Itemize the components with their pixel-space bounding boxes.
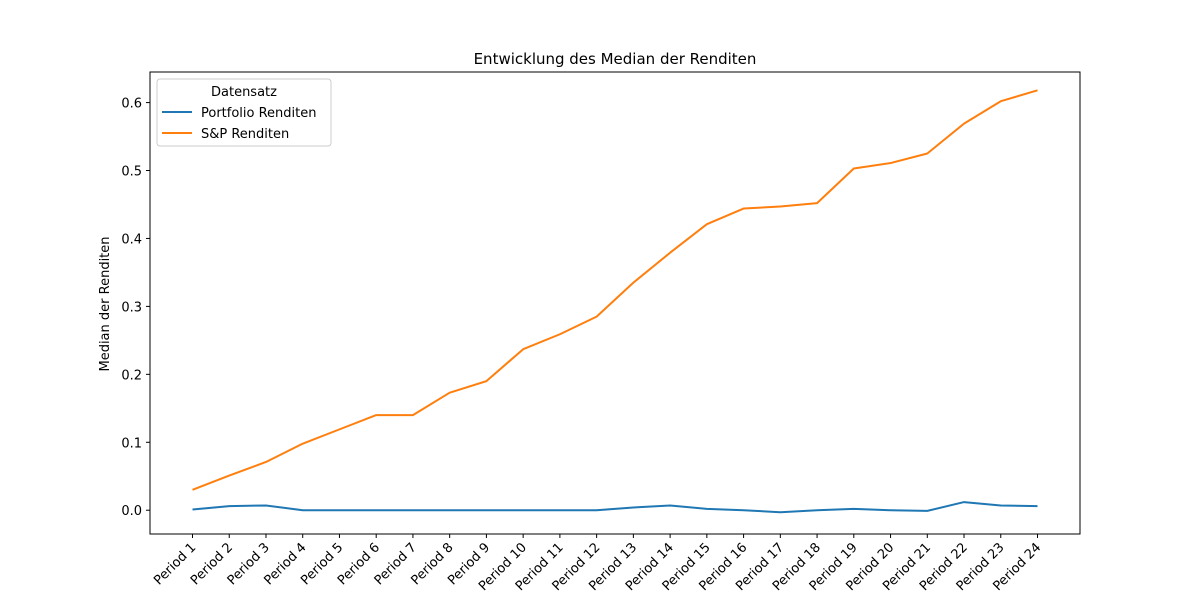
series-line-1 [192, 501, 1038, 514]
y-tick-label: 0.3 [121, 300, 142, 315]
y-tick-label: 0.5 [121, 165, 142, 180]
y-tick-label: 0.2 [121, 368, 142, 383]
legend-title: Datensatz [211, 85, 277, 100]
y-axis: 0.0 0.1 0.2 0.3 0.4 0.5 0.6 [121, 97, 150, 519]
legend: Datensatz Portfolio Renditen S&P Renditen [156, 78, 332, 147]
legend-label: S&P Renditen [201, 127, 289, 142]
y-tick-label: 0.4 [121, 232, 142, 247]
y-tick-label: 0.0 [121, 504, 142, 519]
y-tick-label: 0.6 [121, 97, 142, 112]
legend-items: Portfolio Renditen S&P Renditen [162, 106, 317, 142]
series-line-2 [192, 89, 1038, 491]
chart-title: Entwicklung des Median der Renditen [474, 50, 757, 68]
y-tick-label: 0.1 [121, 436, 142, 451]
plot-area-frame [149, 71, 1081, 535]
series-lines [192, 89, 1038, 514]
y-axis-label: Median der Renditen [98, 236, 113, 371]
legend-box [156, 78, 332, 147]
legend-label: Portfolio Renditen [201, 106, 317, 121]
